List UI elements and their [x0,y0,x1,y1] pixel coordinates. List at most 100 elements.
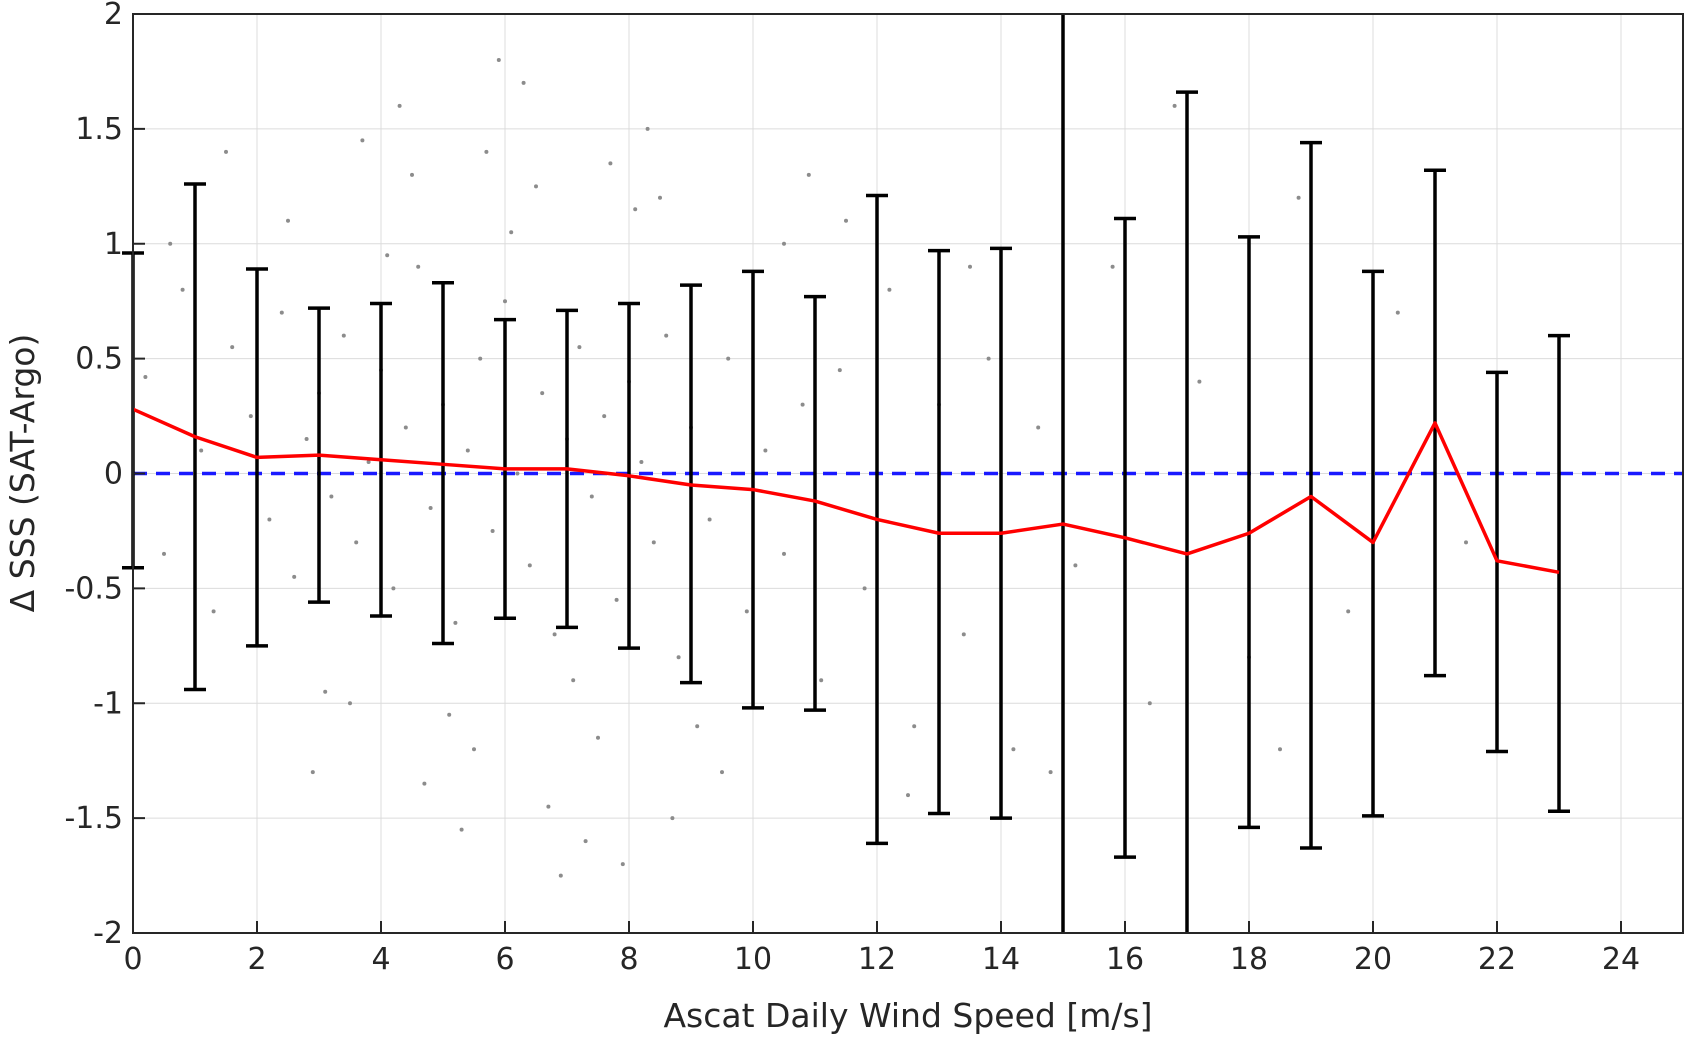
y-tick-label: -2 [93,916,123,951]
x-tick-labels: 0 2 4 6 8 10 12 14 16 18 20 22 24 [123,921,1640,977]
scatter-point [906,793,910,798]
x-tick-label: 10 [734,942,772,977]
x-tick-label: 24 [1602,942,1640,977]
scatter-point [180,287,185,292]
scatter-point [496,57,501,62]
scatter-point [478,356,483,361]
x-tick-label: 16 [1106,942,1144,977]
scatter-point [410,172,414,177]
scatter-point [1147,701,1152,706]
scatter-point [589,494,594,499]
scatter-point [664,333,669,338]
scatter-point [608,161,613,166]
scatter-point [391,586,396,591]
scatter-point [162,551,166,556]
scatter-point [534,184,538,189]
scatter-point [248,414,253,419]
scatter-point [676,655,681,660]
scatter-point [546,804,551,809]
x-tick-label: 2 [247,942,266,977]
scatter-point [782,551,786,556]
y-tick-label: 2 [104,0,123,32]
scatter-point [720,770,724,775]
scatter-point [292,574,297,579]
y-tick-label: -0.5 [64,571,123,606]
scatter-point [633,207,638,212]
scatter-point [707,517,712,522]
scatter-point [341,333,346,338]
scatter-point [1036,425,1041,430]
scatter-point [614,597,619,602]
scatter-point [986,356,991,361]
scatter-point [961,632,966,637]
scatter-point [602,414,607,419]
scatter-point [403,425,408,430]
scatter-point [267,517,272,522]
scatter-point [360,138,365,143]
mean-line-path [132,407,1560,575]
scatter-point [453,620,458,625]
x-tick-label: 4 [371,942,390,977]
scatter-point [639,460,644,465]
x-tick-label: 14 [982,942,1020,977]
scatter-point [800,402,805,407]
scatter-point [459,827,464,832]
scatter-point [1073,563,1078,568]
scatter-point [310,770,315,775]
scatter-point [304,437,309,442]
scatter-point [286,218,290,223]
x-tick-label: 8 [619,942,638,977]
scatter-point [366,460,371,465]
scatter-point [484,149,489,154]
y-axis-label: Δ SSS (SAT-Argo) [3,334,42,613]
scatter-point [844,218,848,223]
x-tick-label: 20 [1354,942,1392,977]
scatter-points [143,57,1468,878]
scatter-point [348,701,352,706]
scatter-point [1172,103,1177,108]
scatter-point [577,345,582,350]
scatter-point [397,103,402,108]
scatter-point [645,126,650,131]
scatter-point [472,747,476,752]
y-tick-labels: -2 -1.5 -1 -0.5 0 0.5 1 1.5 2 [64,0,145,951]
scatter-point [620,862,625,867]
scatter-point [230,345,235,350]
scatter-point [385,253,390,258]
y-tick-label: 0 [104,457,123,492]
scatter-point [912,724,917,729]
scatter-point [670,816,675,821]
scatter-point [571,678,576,683]
scatter-point [527,563,532,568]
scatter-point [1278,747,1282,752]
y-tick-label: 1 [104,227,123,262]
scatter-point [596,735,600,740]
scatter-point [1110,264,1115,269]
scatter-point [806,172,811,177]
scatter-point [1048,770,1053,775]
scatter-point [509,230,514,235]
scatter-point [224,149,228,154]
scatter-point [168,241,173,246]
scatter-point [503,299,507,304]
scatter-point [819,678,824,683]
scatter-point [583,839,588,844]
scatter-point [726,356,731,361]
scatter-point [521,80,526,85]
y-tick-label: -1 [93,686,123,721]
scatter-point [540,391,545,396]
x-tick-label: 22 [1478,942,1516,977]
scatter-point [279,310,284,315]
scatter-point [447,712,452,717]
scatter-point [1346,609,1351,614]
scatter-point [862,586,867,591]
scatter-point [968,264,972,269]
scatter-point [744,609,749,614]
scatter-point [1395,310,1400,315]
scatter-point [490,528,495,533]
scatter-point [837,368,842,373]
scatter-point [658,195,662,200]
scatter-point [428,505,433,510]
scatter-point [211,609,216,614]
